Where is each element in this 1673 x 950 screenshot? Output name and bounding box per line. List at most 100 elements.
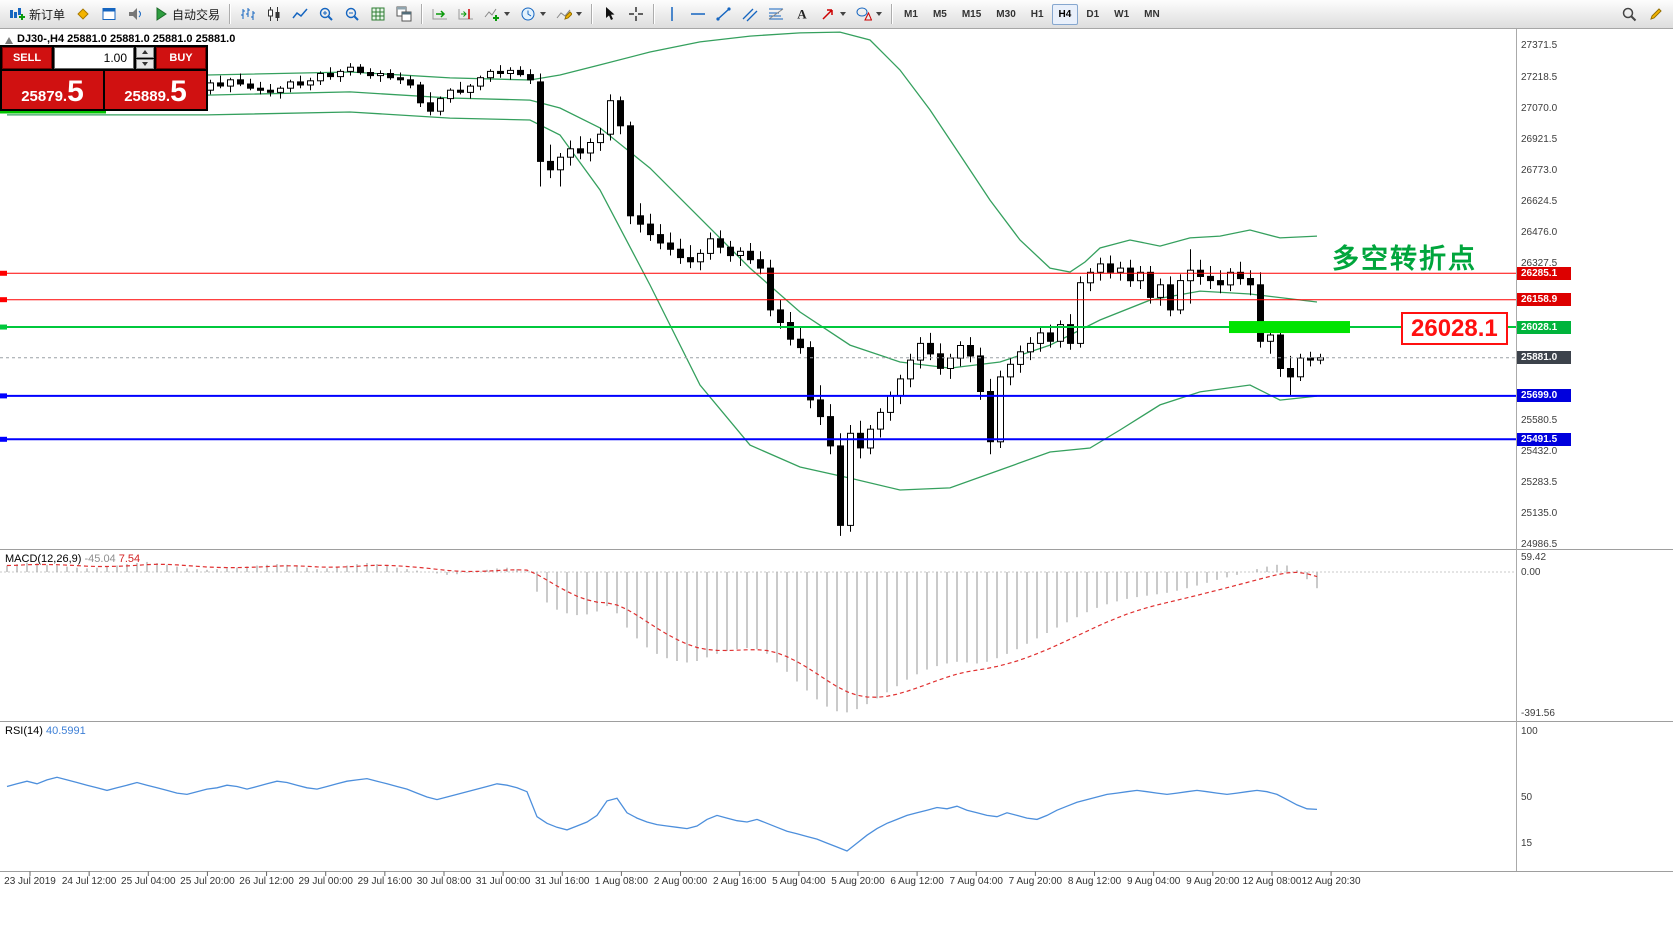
arrow-tool-button[interactable] <box>815 3 850 26</box>
candles <box>207 63 1324 536</box>
macd-scale-label: 0.00 <box>1521 567 1541 578</box>
vertical-line-button[interactable] <box>659 3 684 26</box>
search-icon <box>1620 6 1637 22</box>
data-window-button[interactable] <box>96 3 121 26</box>
line-chart-button[interactable] <box>287 3 312 26</box>
price-axis-label: 26476.0 <box>1521 227 1558 239</box>
toolbar-separator <box>653 4 655 24</box>
timeframe-d1-button[interactable]: D1 <box>1079 4 1106 25</box>
candle-chart-icon <box>265 6 282 22</box>
trade-prices-row: 25879. 5 25889. 5 <box>2 71 206 109</box>
time-axis-label: 8 Aug 12:00 <box>1067 876 1122 887</box>
new-order-button[interactable]: 新订单 <box>5 3 69 26</box>
chevron-down-icon <box>576 12 583 16</box>
text-button[interactable]: A <box>789 3 814 26</box>
crosshair-button[interactable] <box>623 3 648 26</box>
timeframe-m1-button[interactable]: M1 <box>897 4 925 25</box>
highlight-zone[interactable] <box>0 110 1350 334</box>
sell-price-big-digit: 5 <box>67 75 84 108</box>
grid-button[interactable] <box>365 3 390 26</box>
templates-button[interactable] <box>551 3 586 26</box>
price-tag: 25699.0 <box>1517 389 1571 403</box>
auto-trading-button[interactable]: 自动交易 <box>148 3 224 26</box>
cursor-button[interactable] <box>597 3 622 26</box>
macd-scale-label: -391.56 <box>1521 707 1555 719</box>
price-axis-label: 27218.5 <box>1521 72 1558 83</box>
new-order-icon <box>9 6 26 22</box>
rsi-scale-label: 50 <box>1521 792 1533 803</box>
search-button[interactable] <box>1616 3 1641 26</box>
market-watch-button[interactable] <box>70 3 95 26</box>
candlestick-chart-button[interactable] <box>261 3 286 26</box>
volume-input[interactable]: 1.00 <box>54 47 134 69</box>
volume-increase-icon[interactable] <box>136 47 154 58</box>
volume-decrease-icon[interactable] <box>136 58 154 69</box>
timeframe-h4-button[interactable]: H4 <box>1051 3 1079 25</box>
buy-price-big-digit: 5 <box>170 75 187 108</box>
timeframe-w1-button[interactable]: W1 <box>1107 4 1136 25</box>
time-axis-label: 29 Jul 16:00 <box>357 876 413 887</box>
auto-trading-icon <box>152 6 169 22</box>
shapes-icon <box>855 6 872 22</box>
buy-button[interactable]: BUY <box>156 47 206 69</box>
time-axis-label: 29 Jul 00:00 <box>298 876 353 887</box>
time-axis-label: 26 Jul 12:00 <box>239 876 294 887</box>
price-level-lines[interactable] <box>0 270 1516 442</box>
macd-scale-label: 59.42 <box>1521 552 1547 563</box>
shapes-button[interactable] <box>851 3 886 26</box>
bar-chart-button[interactable] <box>235 3 260 26</box>
macd-value: -45.04 <box>84 553 116 565</box>
periods-button[interactable] <box>515 3 550 26</box>
data-window-icon <box>100 6 117 22</box>
chart-shift-icon <box>457 6 474 22</box>
price-axis-label: 25432.0 <box>1521 445 1558 457</box>
timeframe-mn-button[interactable]: MN <box>1137 4 1167 25</box>
news-icon <box>126 6 143 22</box>
timeframe-m5-button[interactable]: M5 <box>926 4 954 25</box>
time-axis-label: 23 Jul 2019 <box>4 876 56 887</box>
timeframe-h1-button[interactable]: H1 <box>1024 4 1051 25</box>
quick-edit-button[interactable] <box>1643 3 1668 26</box>
chart-ohlc-header: DJ30-,H4 25881.0 25881.0 25881.0 25881.0 <box>17 33 236 45</box>
indicators-button[interactable] <box>479 3 514 26</box>
zoom-out-button[interactable] <box>339 3 364 26</box>
price-axis-label: 25135.0 <box>1521 507 1558 519</box>
price-tag: 26158.9 <box>1517 293 1571 307</box>
fibonacci-button[interactable] <box>763 3 788 26</box>
price-callout-label[interactable]: 26028.1 <box>1401 312 1508 345</box>
channel-button[interactable] <box>737 3 762 26</box>
toolbar-separator <box>421 4 423 24</box>
macd-signal-value: 7.54 <box>118 553 141 565</box>
price-tag: 25491.5 <box>1517 432 1571 446</box>
horizontal-line-icon <box>689 6 706 22</box>
sell-price-main: 25879. <box>21 88 68 105</box>
time-axis-label: 9 Aug 20:00 <box>1186 876 1240 887</box>
trendline-button[interactable] <box>711 3 736 26</box>
rsi-scale-label: 100 <box>1521 726 1538 738</box>
horizontal-line-button[interactable] <box>685 3 710 26</box>
rsi-indicator-label: RSI(14) 40.5991 <box>5 725 86 737</box>
time-axis-label: 24 Jul 12:00 <box>61 876 117 887</box>
timeframe-m15-button[interactable]: M15 <box>955 4 988 25</box>
time-axis-label: 5 Aug 20:00 <box>831 876 885 887</box>
turning-point-annotation[interactable]: 多空转折点 <box>1332 244 1477 274</box>
tile-windows-button[interactable] <box>391 3 416 26</box>
auto-scroll-button[interactable] <box>427 3 452 26</box>
price-axis-label: 26921.5 <box>1521 134 1558 146</box>
chart-shift-button[interactable] <box>453 3 478 26</box>
indicators-icon <box>483 6 500 22</box>
price-tag: 25881.0 <box>1517 351 1571 365</box>
vertical-line-icon <box>663 6 680 22</box>
sell-price[interactable]: 25879. 5 <box>2 71 103 109</box>
chevron-down-icon <box>840 12 847 16</box>
zoom-in-button[interactable] <box>313 3 338 26</box>
trade-panel-collapse-icon[interactable] <box>5 37 13 44</box>
toolbar-separator <box>891 4 893 24</box>
crosshair-icon <box>627 6 644 22</box>
timeframe-m30-button[interactable]: M30 <box>989 4 1022 25</box>
macd-indicator-label: MACD(12,26,9) -45.04 7.54 <box>5 553 140 565</box>
sell-button[interactable]: SELL <box>2 47 52 69</box>
news-button[interactable] <box>122 3 147 26</box>
buy-price[interactable]: 25889. 5 <box>105 71 206 109</box>
